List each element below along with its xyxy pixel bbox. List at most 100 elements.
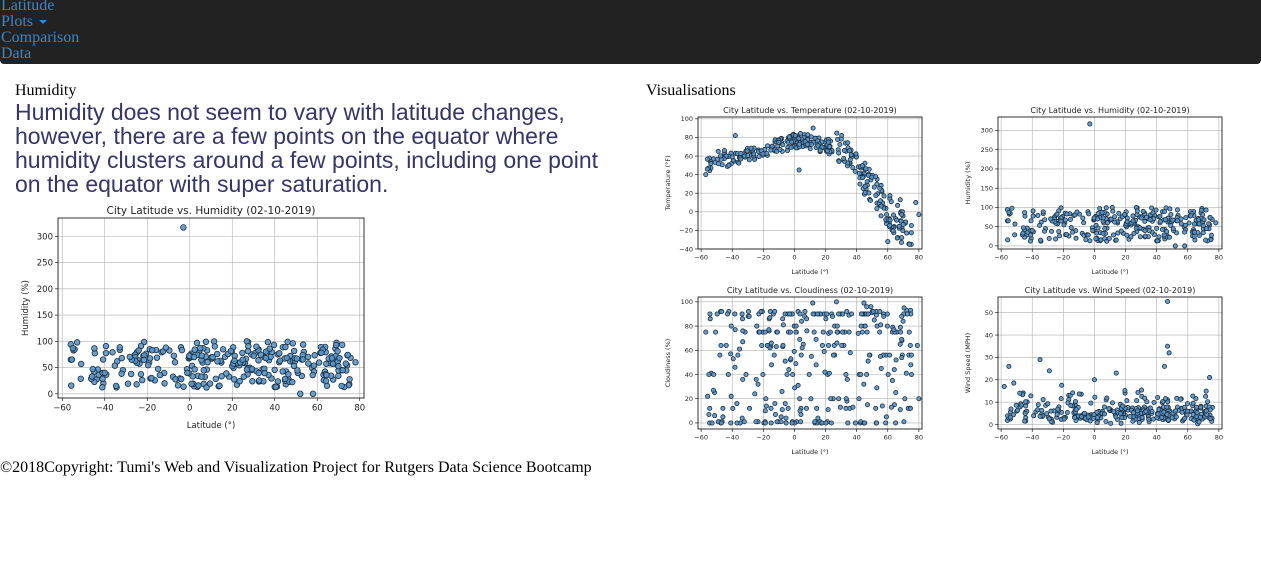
data-point — [1028, 393, 1034, 399]
data-point — [817, 147, 823, 153]
data-point — [762, 408, 768, 414]
data-point — [202, 338, 210, 346]
data-point — [1168, 223, 1174, 229]
data-point — [315, 359, 323, 366]
plot-frame — [997, 116, 1223, 250]
data-point — [73, 339, 81, 346]
data-point — [1151, 399, 1157, 405]
nav-plots-dropdown[interactable]: Plots — [1, 14, 48, 30]
data-point — [1102, 226, 1108, 232]
data-point — [711, 156, 717, 162]
data-point — [916, 212, 922, 218]
data-point — [873, 192, 879, 198]
data-point — [856, 170, 862, 176]
data-point — [846, 329, 852, 335]
data-point — [878, 198, 884, 204]
y-axis-label: Temperature (°F) — [664, 155, 672, 211]
data-point — [352, 359, 359, 366]
data-point — [868, 304, 874, 310]
data-point — [279, 368, 286, 375]
data-point — [792, 133, 798, 139]
data-point — [862, 420, 868, 426]
data-point — [796, 136, 802, 142]
data-point — [753, 376, 759, 382]
data-point — [1140, 208, 1146, 214]
data-point — [1157, 219, 1163, 225]
y-tick-label: 150 — [981, 184, 993, 192]
x-tick-label: 20 — [1121, 434, 1129, 442]
navbar: Latitude Plots Comparison Data — [0, 0, 1261, 64]
data-point — [728, 393, 734, 399]
data-point — [914, 342, 920, 348]
data-point — [776, 139, 782, 145]
data-point — [1061, 416, 1067, 422]
data-point — [178, 346, 186, 354]
data-point — [1064, 410, 1070, 416]
data-point — [737, 346, 743, 352]
data-point — [705, 393, 711, 399]
data-point — [883, 414, 889, 420]
data-point — [788, 356, 794, 362]
y-tick-label: 100 — [681, 298, 693, 306]
data-point — [785, 148, 791, 154]
data-point — [726, 162, 732, 168]
data-point — [903, 370, 909, 376]
data-point — [1155, 394, 1161, 400]
data-point — [184, 369, 191, 377]
data-point — [916, 396, 922, 402]
data-point — [1085, 414, 1091, 420]
data-point — [239, 349, 246, 357]
data-point — [1144, 399, 1150, 405]
x-tick-label: 20 — [821, 434, 829, 442]
x-tick-label: −20 — [1056, 434, 1070, 442]
data-point — [322, 377, 330, 385]
data-point — [782, 401, 788, 407]
data-point — [885, 239, 891, 245]
data-point — [209, 354, 216, 361]
data-point — [216, 382, 223, 389]
data-point — [720, 414, 726, 420]
data-point — [865, 358, 871, 364]
data-point — [710, 387, 716, 393]
data-point — [745, 309, 751, 315]
data-point — [877, 185, 883, 191]
data-point — [1042, 228, 1048, 234]
data-point — [715, 161, 721, 167]
data-point — [1094, 409, 1100, 415]
data-point — [148, 347, 156, 354]
data-point — [752, 391, 758, 397]
data-point — [839, 133, 845, 139]
nav-comparison-link[interactable]: Comparison — [1, 29, 80, 46]
data-point — [707, 405, 713, 411]
data-point — [789, 139, 795, 145]
data-point — [1088, 400, 1094, 406]
data-point — [283, 354, 291, 362]
data-point — [874, 206, 880, 212]
data-point — [826, 342, 832, 348]
data-point — [1186, 220, 1192, 226]
data-point — [1020, 225, 1026, 231]
data-point — [101, 369, 108, 377]
data-point — [858, 311, 864, 317]
data-point — [1177, 396, 1183, 402]
data-point — [1100, 215, 1106, 221]
data-point — [796, 141, 802, 147]
data-point — [866, 352, 872, 358]
data-point — [191, 346, 198, 353]
data-point — [718, 342, 724, 348]
data-point — [887, 217, 893, 223]
nav-data-link[interactable]: Data — [1, 45, 32, 62]
nav-latitude-link[interactable]: Latitude — [1, 0, 55, 14]
data-point — [1111, 232, 1117, 238]
data-point — [844, 376, 850, 382]
data-point — [1130, 213, 1136, 219]
data-point — [828, 396, 834, 402]
data-point — [908, 230, 914, 236]
data-point — [732, 364, 738, 370]
data-point — [734, 401, 740, 407]
data-point — [133, 381, 140, 388]
data-point — [299, 341, 307, 348]
data-point — [763, 403, 769, 409]
data-point — [862, 189, 868, 195]
data-point — [861, 381, 867, 387]
